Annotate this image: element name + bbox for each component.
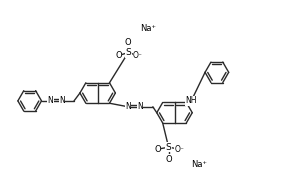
Text: O⁻: O⁻ xyxy=(133,51,143,60)
Text: N: N xyxy=(47,96,53,105)
Text: S: S xyxy=(125,48,131,57)
Text: O: O xyxy=(154,145,161,154)
Text: O⁻: O⁻ xyxy=(174,145,184,154)
Text: O: O xyxy=(165,154,172,163)
Text: NH: NH xyxy=(185,96,197,105)
Text: N: N xyxy=(59,96,65,105)
Text: O: O xyxy=(115,51,122,60)
Text: N: N xyxy=(125,102,131,111)
Text: N: N xyxy=(137,102,143,111)
Text: O: O xyxy=(125,38,131,47)
Text: Na⁺: Na⁺ xyxy=(191,160,207,169)
Text: Na⁺: Na⁺ xyxy=(140,24,156,33)
Text: S: S xyxy=(166,143,172,152)
